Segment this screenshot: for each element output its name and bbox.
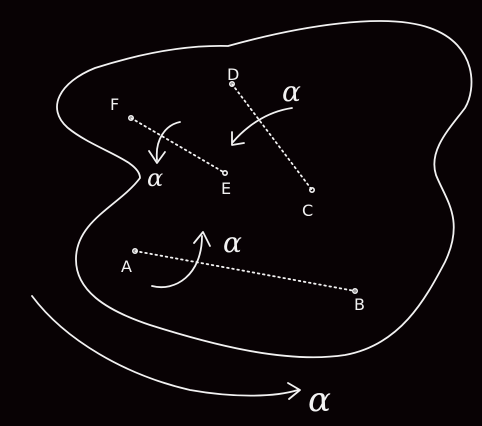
- label-f: F: [110, 95, 119, 114]
- point-d-dot: [229, 81, 236, 88]
- point-f-dot: [128, 115, 135, 122]
- point-e-dot: [222, 170, 229, 177]
- alpha-label-ab: α: [223, 226, 242, 259]
- point-c-dot: [308, 187, 315, 194]
- segment-d-c: [231, 83, 313, 191]
- rotation-arrow-dc-head: [231, 131, 245, 146]
- rotation-arrow-ab: [151, 235, 203, 289]
- alpha-label-fe: α: [147, 164, 163, 192]
- alpha-label-dc: α: [282, 75, 301, 108]
- rotation-arrow-outer-head: [287, 382, 301, 400]
- label-c: C: [302, 201, 313, 220]
- label-a: A: [121, 257, 132, 276]
- region-boundary: [56, 20, 473, 359]
- segment-f-e: [130, 117, 226, 174]
- rotation-arrow-outer: [31, 295, 299, 397]
- rotation-arrow-dc: [232, 107, 293, 143]
- rotation-arrow-ab-head: [193, 231, 211, 247]
- point-b-dot: [351, 287, 358, 294]
- label-b: B: [354, 295, 365, 314]
- alpha-label-outer: α: [308, 380, 331, 420]
- point-a-dot: [132, 248, 139, 255]
- label-e: E: [221, 179, 231, 198]
- rotation-arrow-fe-head: [148, 150, 166, 164]
- label-d: D: [227, 65, 239, 84]
- segment-a-b: [134, 250, 356, 292]
- rotation-arrow-fe: [155, 121, 181, 161]
